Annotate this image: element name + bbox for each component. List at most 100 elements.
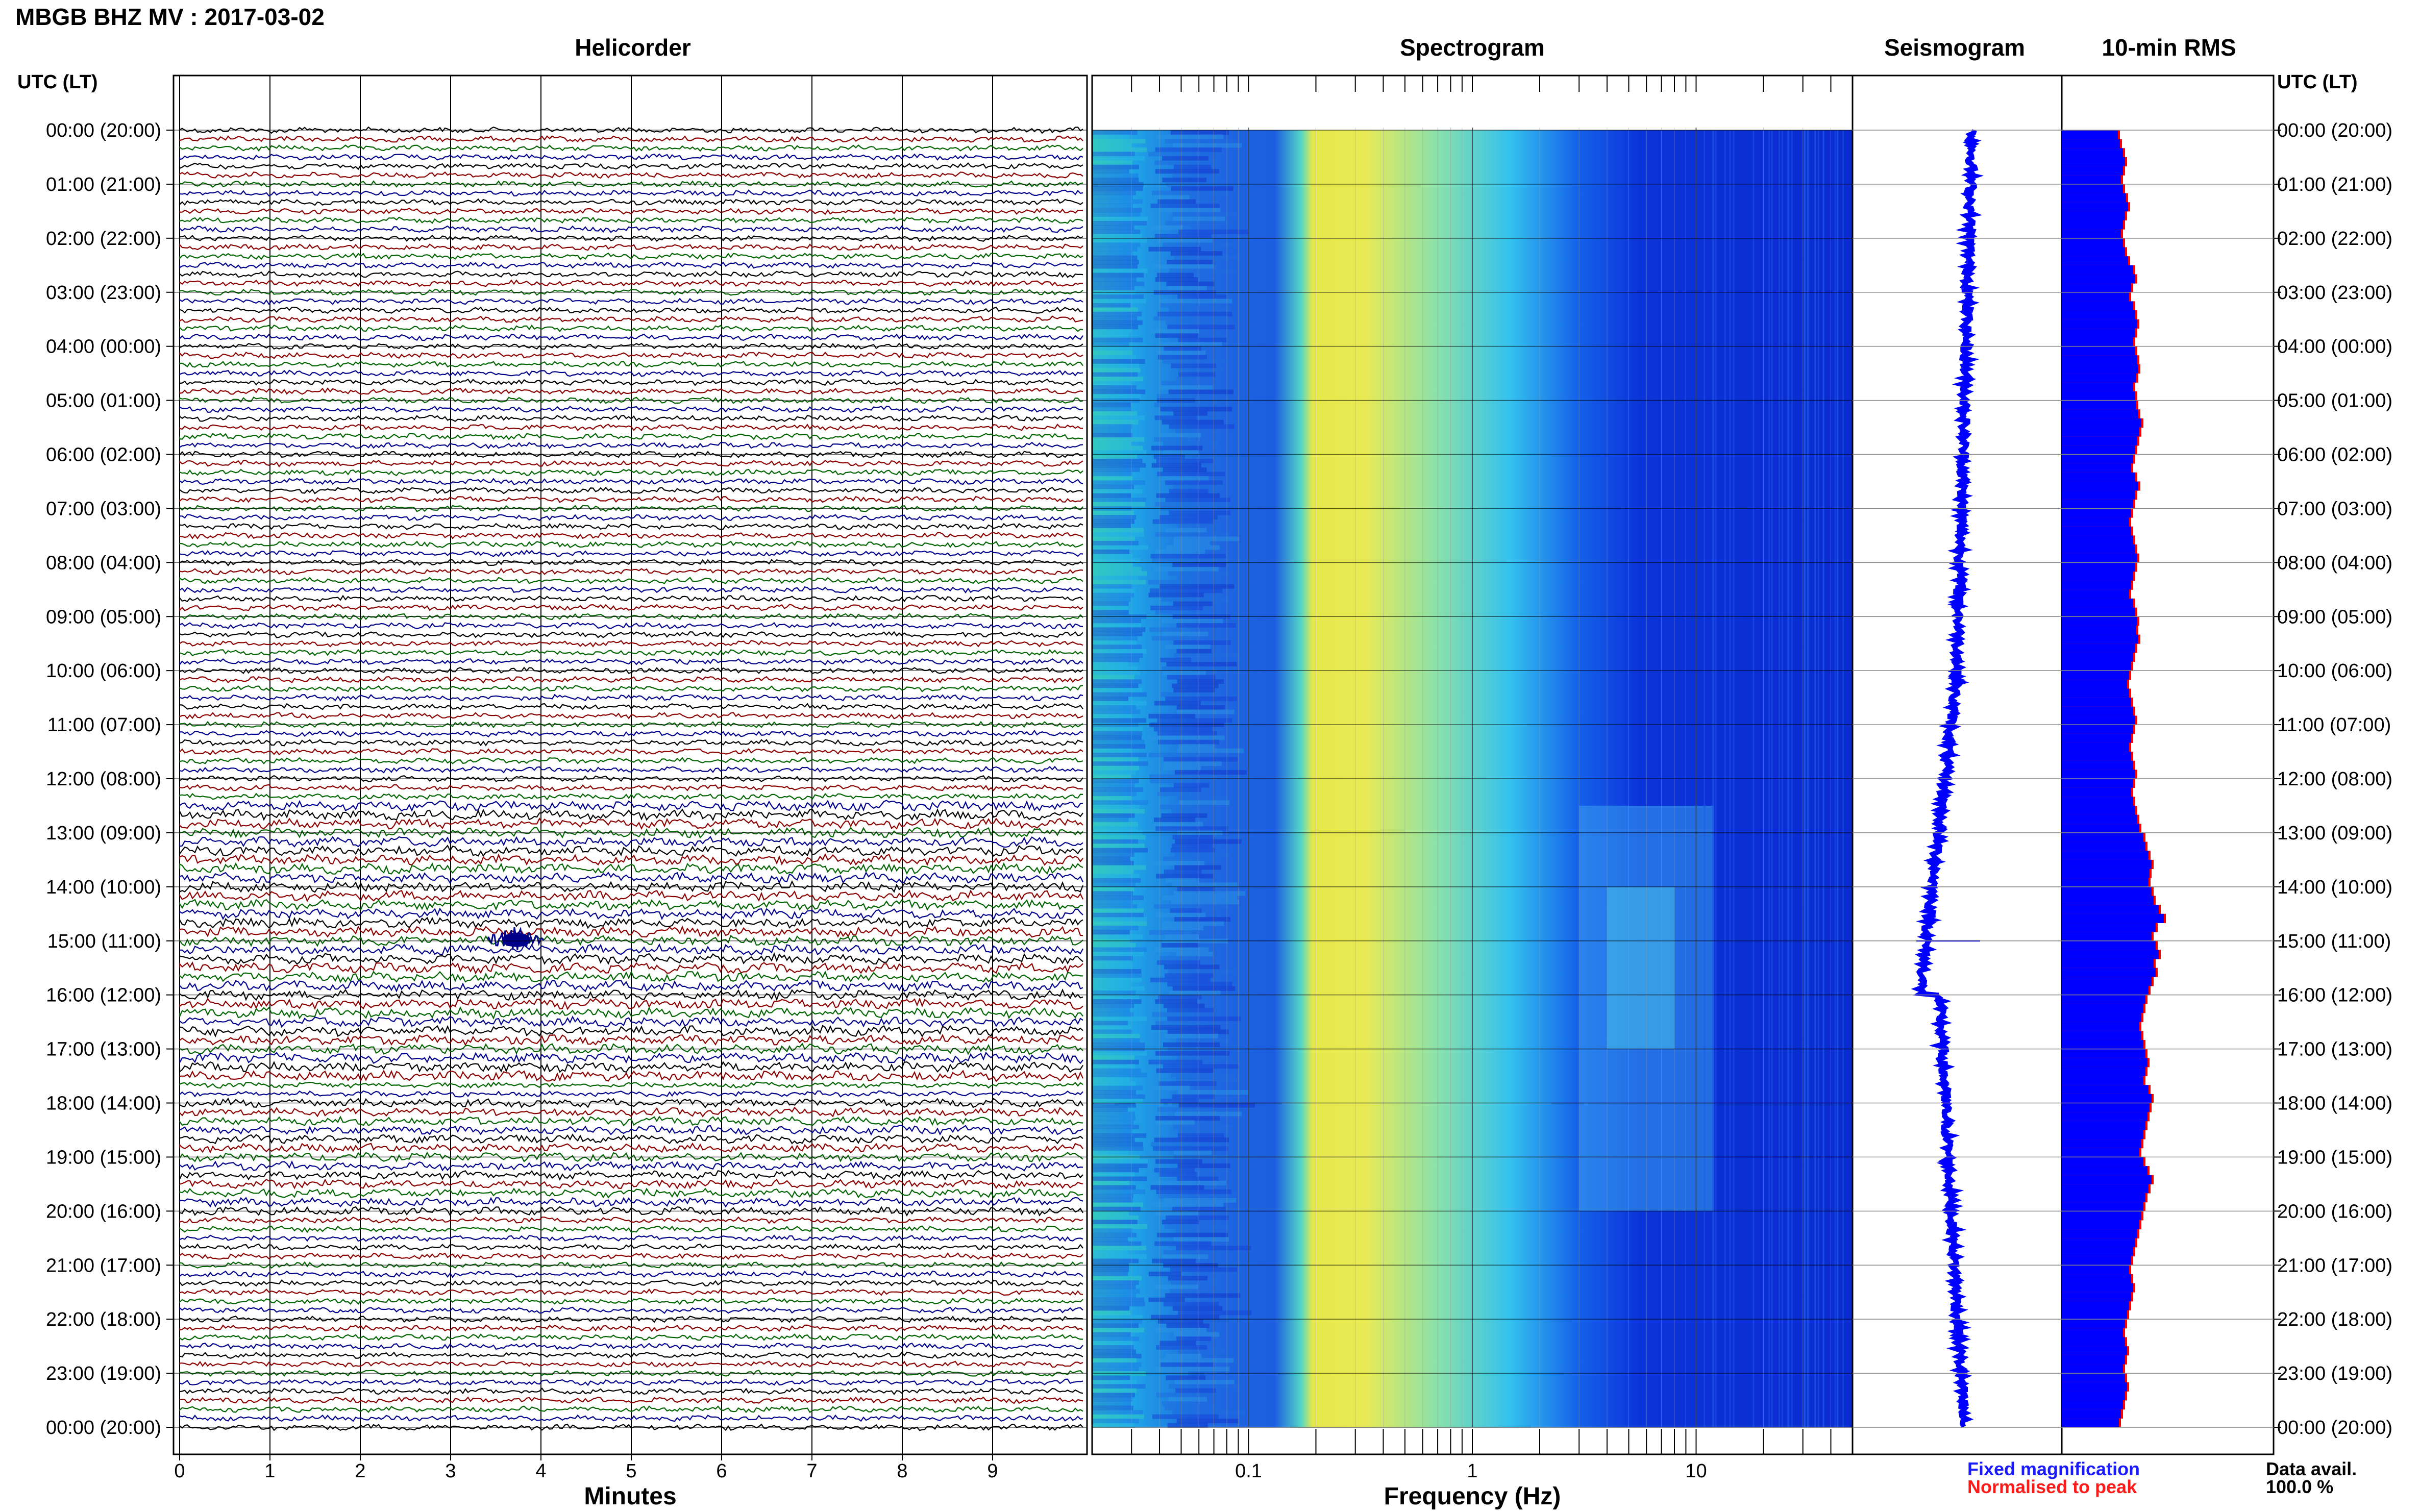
spectrogram-stripe (1092, 804, 1140, 809)
spectrogram-stripe (1155, 277, 1198, 282)
spectrogram-stripe (1092, 623, 1142, 628)
spectrogram-stripe (1173, 640, 1231, 645)
spectrogram-stripe (1148, 246, 1201, 252)
helicorder-trace (179, 693, 1083, 702)
spectrogram-stripe (1158, 1081, 1217, 1086)
spectrogram-stripe (1150, 860, 1205, 865)
helicorder-trace (179, 730, 1083, 738)
spectrogram-stripe (1092, 220, 1147, 226)
spectrogram-stripe (1164, 964, 1220, 970)
spectrogram-stripe (1149, 774, 1212, 779)
spectrogram-stripe (1092, 199, 1143, 204)
spectrogram-stripe (1170, 1267, 1238, 1272)
spectrogram-stripe (1150, 588, 1223, 593)
helicorder-trace (179, 1216, 1083, 1224)
time-label-right: 08:00 (04:00) (2277, 552, 2392, 574)
helicorder-trace (179, 306, 1083, 314)
spectrogram-stripe (1148, 1297, 1185, 1302)
rms-bar (2062, 1022, 2139, 1031)
spectrogram-stripe (1157, 1107, 1213, 1112)
rms-bar (2062, 1346, 2127, 1356)
minute-tick-label: 1 (264, 1460, 275, 1482)
spectrogram-stripe (1092, 428, 1131, 433)
spectrogram-stripe (1092, 1405, 1133, 1410)
spectrogram-stripe (1092, 1323, 1139, 1328)
spectrogram-stripe (1173, 783, 1210, 788)
spectrogram-stripe (1092, 450, 1147, 455)
spectrogram-stripe (1092, 419, 1139, 425)
time-label-left: 13:00 (09:00) (46, 823, 161, 844)
spectrogram-stripe (1161, 381, 1194, 386)
spectrogram-stripe (1092, 1315, 1143, 1320)
helicorder-trace (179, 889, 1083, 903)
spectrogram-stripe (1156, 351, 1206, 356)
spectrogram-stripe (1165, 480, 1223, 485)
rms-bar (2062, 679, 2127, 689)
spectrogram-stripe (1092, 886, 1134, 891)
spectrogram-stripe (1162, 921, 1224, 926)
spectrogram-stripe (1092, 540, 1139, 546)
spectrogram-stripe (1092, 588, 1136, 593)
spectrogram-stripe (1161, 692, 1217, 697)
rms-bar (2062, 436, 2137, 446)
spectrogram-stripe (1092, 381, 1131, 386)
spectrogram-stripe (1092, 1288, 1140, 1294)
spectrogram-stripe (1092, 1353, 1142, 1358)
spectrogram-stripe (1092, 303, 1131, 308)
rms-bar (2062, 1031, 2141, 1040)
spectrogram-stripe (1092, 1051, 1147, 1056)
helicorder-trace (179, 1333, 1083, 1341)
helicorder-trace (179, 1378, 1083, 1386)
spectrogram-stripe (1092, 528, 1144, 533)
helicorder-trace (179, 1170, 1083, 1181)
spectrogram-stripe (1155, 1116, 1220, 1121)
spectrogram-stripe (1177, 748, 1244, 753)
spectrogram-stripe (1092, 1189, 1145, 1194)
spectrogram-stripe (1092, 1341, 1133, 1346)
rms-bar (2062, 1039, 2143, 1050)
spectrogram-stripe (1092, 960, 1131, 965)
spectrogram-stripe (1092, 402, 1131, 407)
helicorder-trace (179, 198, 1083, 206)
spectrogram-stripe (1169, 268, 1234, 274)
spectrogram-stripe (1166, 1323, 1210, 1328)
spectrogram-stripe (1092, 1388, 1137, 1393)
spectrogram-stripe (1173, 688, 1215, 693)
spectrogram-stripe (1172, 212, 1237, 217)
spectrogram-stripe (1092, 1129, 1132, 1134)
spectrogram-stripe (1092, 510, 1134, 515)
spectrogram-stripe (1154, 160, 1218, 165)
spectrogram-stripe (1155, 549, 1205, 554)
time-label-left: 12:00 (08:00) (46, 769, 161, 790)
time-labels: 00:00 (20:00) 00:00 (20:00) 01:00 (21:00) 0… (46, 120, 2392, 1482)
spectrogram-stripe (1174, 1150, 1212, 1155)
spectrogram-stripe (1092, 134, 1130, 139)
spectrogram-stripe (1092, 713, 1132, 718)
spectrogram-stripe (1092, 580, 1146, 585)
helicorder-trace (179, 351, 1083, 359)
rms-bar (2062, 193, 2126, 203)
spectrogram-stripe (1092, 238, 1147, 243)
rms-bar (2062, 1292, 2131, 1302)
spectrogram-stripe (1092, 536, 1135, 541)
spectrogram-stripe (1092, 1159, 1148, 1164)
spectrogram-stripe (1092, 169, 1129, 174)
rms-bar (2062, 283, 2131, 293)
rms-bar (2062, 779, 2133, 788)
spectrogram-stripe (1092, 969, 1142, 974)
spectrogram-stripe (1092, 1345, 1134, 1350)
spectrogram-stripe (1092, 138, 1146, 143)
spectrogram-stripe (1092, 1017, 1147, 1022)
rms-bar (2062, 274, 2135, 284)
spectrogram-stripe (1092, 1302, 1145, 1307)
helicorder-trace (179, 1160, 1083, 1172)
spectrogram-stripe (1176, 705, 1225, 710)
spectrogram-stripe (1158, 995, 1202, 1000)
helicorder-trace (179, 324, 1083, 333)
rms-bar (2062, 1175, 2152, 1184)
spectrogram-stripe (1172, 143, 1242, 148)
helicorder-trace (179, 1133, 1083, 1145)
spectrogram-stripe (1165, 973, 1214, 978)
spectrogram-stripe (1092, 299, 1146, 304)
